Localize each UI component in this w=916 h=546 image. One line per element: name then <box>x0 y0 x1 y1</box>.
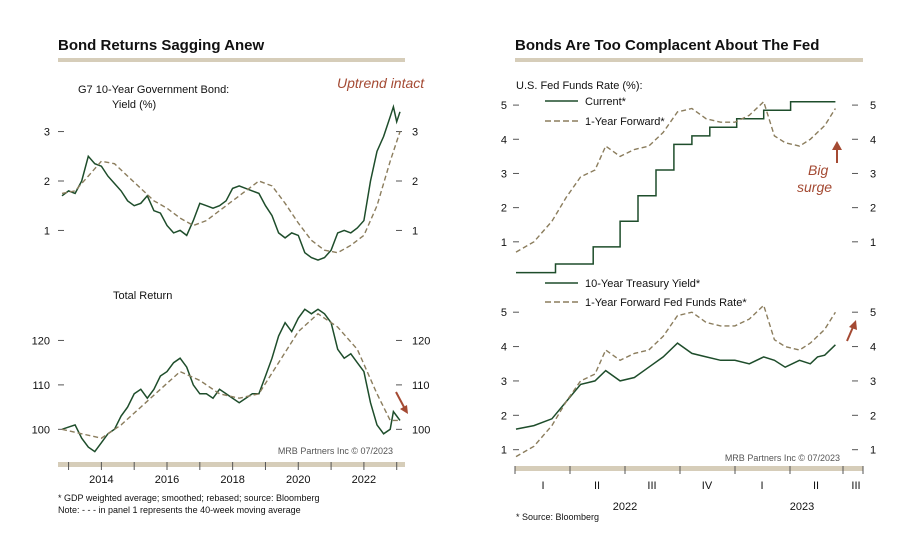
big-surge-annotation-line1: Big <box>808 162 828 178</box>
x-tick-label: 2018 <box>220 474 244 486</box>
total-return-down-arrow-head <box>400 405 408 414</box>
y-tick-label-left: 3 <box>501 376 507 388</box>
legend-forward-label: 1-Year Forward* <box>585 116 665 128</box>
y-tick-label-right: 1 <box>412 225 418 237</box>
y-tick-label-left: 120 <box>32 335 50 347</box>
series-line-solid <box>61 103 401 261</box>
treasury-up-arrow-head <box>849 320 857 330</box>
left-x-ticks: 2014 2016 2018 2020 2022 <box>68 462 398 486</box>
left-x-axis-band <box>58 462 405 467</box>
right-top-chart-title: U.S. Fed Funds Rate (%): <box>516 80 643 92</box>
series-line-dashed <box>515 100 836 253</box>
y-tick-label-right: 110 <box>412 380 430 392</box>
year-label: 2023 <box>790 501 814 513</box>
y-tick-label-left: 2 <box>501 203 507 215</box>
series-line-solid <box>61 308 401 453</box>
y-tick-label-right: 4 <box>870 134 876 146</box>
x-tick-label: 2014 <box>89 474 113 486</box>
left-title-bar <box>58 58 405 62</box>
y-tick-label-left: 1 <box>501 237 507 249</box>
y-tick-label-left: 1 <box>44 225 50 237</box>
y-tick-label-right: 3 <box>412 127 418 139</box>
y-tick-label-right: 3 <box>870 168 876 180</box>
right-title-bar <box>515 58 863 62</box>
left-footnote-2: Note: - - - in panel 1 represents the 40… <box>58 505 301 515</box>
y-tick-label-right: 2 <box>412 176 418 188</box>
chart-total-return: 100 100 110 110 120 120 <box>32 308 430 453</box>
quarter-tick-label: II <box>813 480 819 492</box>
big-surge-up-arrow-head <box>832 141 842 150</box>
chart-fed-funds: 1 1 2 2 3 3 4 4 5 5 <box>501 100 876 274</box>
y-tick-label-left: 100 <box>32 424 50 436</box>
right-x-axis-band <box>515 466 863 471</box>
quarter-tick-label: III <box>851 480 860 492</box>
x-tick-label: 2016 <box>155 474 179 486</box>
left-top-chart-subtitle: Yield (%) <box>112 99 156 111</box>
total-return-down-arrow <box>395 391 406 410</box>
y-tick-label-right: 1 <box>870 237 876 249</box>
y-tick-label-right: 120 <box>412 335 430 347</box>
legend-current-label: Current* <box>585 96 627 108</box>
left-bottom-chart-title: Total Return <box>113 290 172 302</box>
series-line-dashed <box>515 304 836 458</box>
series-line-dashed <box>61 312 400 439</box>
right-panel-title: Bonds Are Too Complacent About The Fed <box>515 37 820 54</box>
left-source-credit: MRB Partners Inc © 07/2023 <box>278 446 393 456</box>
x-tick-label: 2020 <box>286 474 310 486</box>
quarter-tick-label: I <box>541 480 544 492</box>
y-tick-label-left: 2 <box>501 410 507 422</box>
quarter-tick-label: III <box>647 480 656 492</box>
y-tick-label-right: 5 <box>870 100 876 112</box>
x-tick-label: 2022 <box>352 474 376 486</box>
y-tick-label-right: 2 <box>870 410 876 422</box>
y-tick-label-right: 100 <box>412 424 430 436</box>
y-tick-label-left: 3 <box>44 127 50 139</box>
y-tick-label-left: 2 <box>44 176 50 188</box>
y-tick-label-right: 4 <box>870 342 876 354</box>
legend-treasury-label: 10-Year Treasury Yield* <box>585 278 701 290</box>
series-line-solid <box>516 100 836 274</box>
chart-treasury-vs-forward: 1 1 2 2 3 3 4 4 5 5 <box>501 304 876 458</box>
y-tick-label-right: 3 <box>870 376 876 388</box>
right-source-credit: MRB Partners Inc © 07/2023 <box>725 453 840 463</box>
big-surge-annotation-line2: surge <box>797 179 832 195</box>
y-tick-label-left: 3 <box>501 168 507 180</box>
legend-forward-ffr-label: 1-Year Forward Fed Funds Rate* <box>585 297 747 309</box>
quarter-tick-label: II <box>594 480 600 492</box>
chart-g7-yield: 1 1 2 2 3 3 <box>44 103 418 261</box>
y-tick-label-right: 2 <box>870 203 876 215</box>
year-label: 2022 <box>613 501 637 513</box>
series-line-dashed <box>61 131 401 254</box>
y-tick-label-left: 1 <box>501 445 507 457</box>
y-tick-label-right: 5 <box>870 307 876 319</box>
right-footnote: * Source: Bloomberg <box>516 512 600 522</box>
y-tick-label-left: 5 <box>501 307 507 319</box>
y-tick-label-right: 1 <box>870 445 876 457</box>
y-tick-label-left: 4 <box>501 342 507 354</box>
quarter-tick-label: IV <box>702 480 713 492</box>
series-line-solid <box>515 342 836 430</box>
treasury-up-arrow <box>846 326 854 342</box>
y-tick-label-left: 110 <box>32 380 50 392</box>
left-footnote-1: * GDP weighted average; smoothed; rebase… <box>58 493 320 503</box>
y-tick-label-left: 4 <box>501 134 507 146</box>
left-panel-title: Bond Returns Sagging Anew <box>58 37 265 54</box>
y-tick-label-left: 5 <box>501 100 507 112</box>
left-top-chart-title: G7 10-Year Government Bond: <box>78 84 229 96</box>
quarter-tick-label: I <box>760 480 763 492</box>
uptrend-annotation: Uptrend intact <box>337 75 425 91</box>
